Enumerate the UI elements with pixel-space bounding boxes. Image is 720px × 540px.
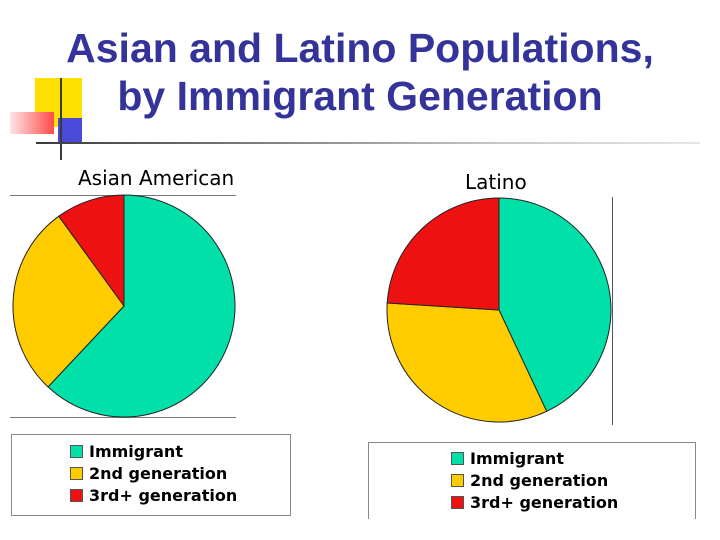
latino-frame-right	[612, 197, 613, 425]
chart-title-latino: Latino	[465, 170, 527, 194]
pie-slice-latino-second-generation	[386, 302, 548, 423]
legend-latino: Immigrant 2nd generation 3rd+ generation	[368, 442, 696, 519]
title-line-1: Asian and Latino Populations,	[66, 25, 654, 71]
legend-label: Immigrant	[470, 448, 564, 468]
legend-swatch-third-generation	[451, 495, 464, 509]
pie-slice-asian-second-generation	[12, 215, 125, 388]
pie-slice-asian-immigrant	[47, 194, 236, 418]
slide-title: Asian and Latino Populations, by Immigra…	[20, 24, 700, 120]
legend-item-immigrant: Immigrant	[70, 440, 237, 462]
legend-label: 2nd generation	[89, 463, 228, 483]
legend-label: 3rd+ generation	[89, 485, 238, 505]
pie-slice-asian-third-generation	[58, 194, 125, 308]
pie-slice-latino-third-generation	[386, 197, 500, 311]
chart-title-asian: Asian American	[78, 166, 235, 190]
legend-item-immigrant: Immigrant	[451, 447, 618, 469]
legend-swatch-second-generation	[70, 466, 83, 480]
legend-swatch-immigrant	[70, 444, 83, 458]
legend-label: 2nd generation	[470, 470, 609, 490]
legend-item-second-generation: 2nd generation	[70, 462, 237, 484]
deco-vertical-line	[60, 78, 62, 160]
legend-swatch-immigrant	[451, 451, 464, 465]
deco-horizontal-line	[36, 142, 700, 144]
pie-slice-latino-immigrant	[498, 197, 612, 413]
legend-item-second-generation: 2nd generation	[451, 469, 618, 491]
legend-item-third-generation: 3rd+ generation	[451, 491, 618, 513]
legend-swatch-second-generation	[451, 473, 464, 487]
legend-swatch-third-generation	[70, 488, 83, 502]
legend-item-third-generation: 3rd+ generation	[70, 484, 237, 506]
title-line-2: by Immigrant Generation	[117, 73, 603, 119]
legend-asian: Immigrant 2nd generation 3rd+ generation	[11, 434, 291, 516]
deco-red-square	[10, 112, 54, 134]
deco-blue-square	[58, 118, 82, 142]
legend-label: 3rd+ generation	[470, 492, 619, 512]
legend-label: Immigrant	[89, 441, 183, 461]
